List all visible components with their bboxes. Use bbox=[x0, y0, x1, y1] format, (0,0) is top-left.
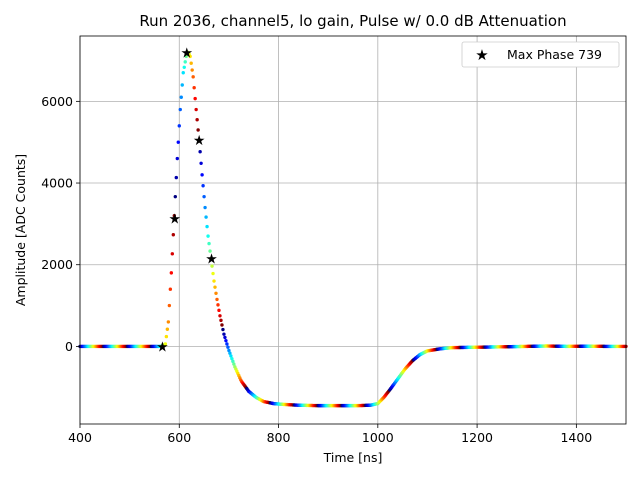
x-tick-label: 1400 bbox=[560, 430, 592, 445]
trace-point bbox=[199, 161, 203, 165]
trace-point bbox=[178, 107, 182, 112]
max-phase-star-icon: ★ bbox=[156, 339, 169, 355]
trace-point bbox=[171, 233, 176, 237]
trace-point bbox=[231, 359, 235, 364]
trace-point bbox=[207, 241, 211, 246]
legend-box bbox=[461, 41, 620, 68]
trace-point bbox=[188, 54, 192, 59]
x-tick-label: 400 bbox=[68, 430, 92, 445]
trace-point bbox=[221, 327, 225, 332]
legend-star-icon: ★ bbox=[475, 46, 488, 64]
trace-point bbox=[164, 334, 169, 339]
x-tick-label: 1200 bbox=[461, 430, 493, 445]
trace-point bbox=[223, 335, 227, 340]
trace-point bbox=[180, 83, 184, 87]
trace-point bbox=[170, 252, 175, 256]
trace-point bbox=[175, 156, 179, 161]
trace-point bbox=[201, 184, 205, 188]
plot-frame bbox=[79, 35, 627, 425]
trace-point bbox=[196, 128, 200, 132]
grid-lines bbox=[79, 36, 626, 424]
trace-point bbox=[230, 356, 234, 361]
pulse-trace bbox=[78, 50, 628, 408]
trace-point bbox=[169, 271, 174, 275]
max-phase-star-icon: ★ bbox=[180, 45, 193, 61]
trace-point bbox=[163, 342, 168, 346]
trace-point bbox=[214, 291, 218, 296]
trace-point bbox=[165, 327, 170, 331]
trace-point bbox=[173, 194, 177, 199]
trace-point bbox=[209, 256, 213, 261]
max-phase-star-icon: ★ bbox=[193, 133, 206, 149]
y-tick-label: 4000 bbox=[41, 176, 73, 191]
trace-point bbox=[224, 338, 228, 343]
trace-point bbox=[192, 86, 196, 90]
trace-point bbox=[222, 332, 226, 336]
trace-point bbox=[193, 96, 197, 101]
x-tick-label: 800 bbox=[267, 430, 291, 445]
trace-point bbox=[226, 345, 230, 349]
trace-point bbox=[215, 297, 219, 302]
trace-point bbox=[204, 215, 208, 219]
trace-point bbox=[198, 150, 202, 154]
trace-point bbox=[216, 303, 220, 307]
trace-point bbox=[172, 214, 177, 218]
y-axis-label: Amplitude [ADC Counts] bbox=[13, 154, 28, 306]
max-phase-star-icon: ★ bbox=[205, 252, 218, 268]
trace-point bbox=[212, 279, 216, 283]
trace-point bbox=[225, 342, 229, 346]
chart-title: Run 2036, channel5, lo gain, Pulse w/ 0.… bbox=[139, 12, 566, 30]
trace-point bbox=[183, 60, 187, 64]
max-phase-star-icon: ★ bbox=[169, 212, 182, 228]
trace-point bbox=[197, 138, 201, 142]
x-tick-label: 600 bbox=[167, 430, 191, 445]
trace-point bbox=[210, 264, 214, 268]
y-axis-ticks: 0 2000 4000 6000 bbox=[41, 94, 80, 354]
trace-point bbox=[217, 308, 221, 313]
trace-point bbox=[206, 234, 210, 238]
trace-point bbox=[174, 175, 178, 180]
x-axis-label: Time [ns] bbox=[323, 450, 383, 465]
y-tick-label: 2000 bbox=[41, 257, 73, 272]
trace-point bbox=[167, 303, 172, 308]
trace-point bbox=[208, 249, 212, 253]
trace-point bbox=[190, 68, 194, 72]
trace-point bbox=[195, 118, 199, 122]
trace-point bbox=[213, 285, 217, 289]
trace-point bbox=[191, 75, 195, 79]
trace-point bbox=[179, 95, 183, 99]
trace-point bbox=[194, 107, 198, 112]
trace-point bbox=[182, 65, 186, 70]
trace-point bbox=[166, 320, 171, 324]
trace-point bbox=[168, 287, 173, 291]
trace-point bbox=[202, 194, 206, 199]
trace-point bbox=[227, 348, 231, 353]
x-tick-label: 1000 bbox=[362, 430, 394, 445]
trace-point bbox=[177, 124, 181, 128]
trace-point bbox=[181, 71, 185, 75]
trace-point bbox=[211, 271, 215, 276]
y-tick-label: 0 bbox=[65, 339, 73, 354]
y-tick-label: 6000 bbox=[41, 94, 73, 109]
trace-point bbox=[229, 354, 233, 358]
trace-point bbox=[220, 323, 224, 327]
trace-point bbox=[228, 351, 232, 355]
trace-point bbox=[176, 140, 180, 144]
trace-point bbox=[218, 314, 222, 318]
trace-point bbox=[189, 61, 193, 65]
trace-point bbox=[200, 173, 204, 177]
trace-point bbox=[205, 224, 209, 229]
trace-point bbox=[232, 362, 236, 366]
legend: ★ Max Phase 739 bbox=[461, 41, 620, 68]
max-phase-markers: ★ ★ ★ ★ ★ bbox=[156, 45, 218, 355]
x-axis-ticks: 400 600 800 1000 1200 1400 bbox=[68, 424, 592, 445]
legend-label: Max Phase 739 bbox=[507, 47, 602, 62]
trace-point bbox=[203, 205, 207, 210]
trace-point bbox=[219, 318, 223, 323]
